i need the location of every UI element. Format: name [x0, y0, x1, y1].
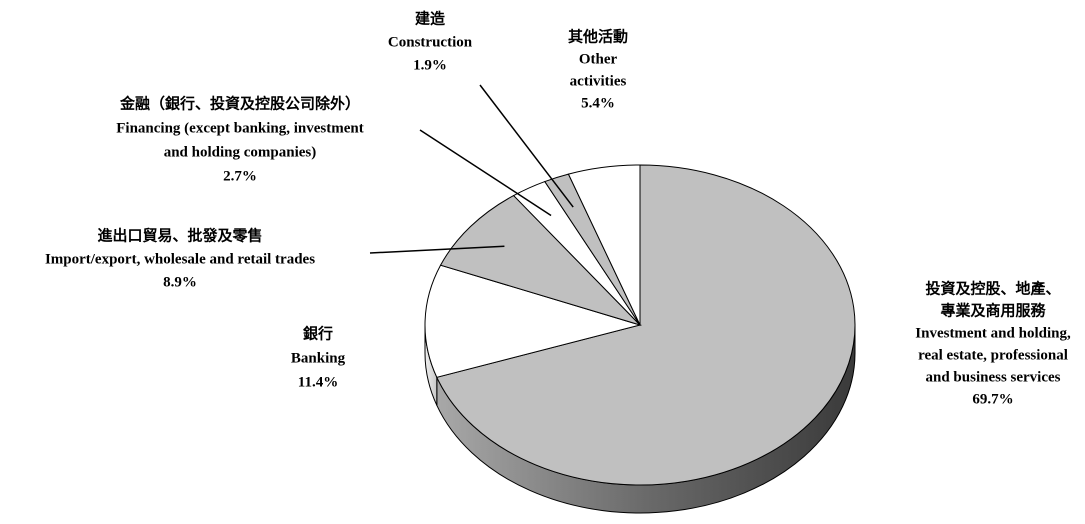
value-label: 5.4%	[581, 95, 615, 111]
value-label: 1.9%	[413, 57, 447, 73]
pie-slice	[439, 194, 642, 327]
slice-label-zh: 專業及商用服務	[940, 301, 1046, 319]
slice-label-zh: 金融（銀行、投資及控股公司除外）	[119, 94, 360, 112]
leader-line	[419, 129, 552, 217]
slice-label-en: Financing (except banking, investment	[116, 120, 364, 136]
leader-line	[369, 245, 505, 254]
slice-label-en: Construction	[388, 34, 473, 50]
slice-label-zh: 建造	[415, 9, 445, 27]
slice-label-en: activities	[570, 73, 627, 89]
slice-label-en: Investment and holding,	[915, 325, 1071, 341]
value-label: 69.7%	[972, 391, 1013, 407]
slice-label-zh: 投資及控股、地產、	[925, 279, 1060, 297]
value-label: 8.9%	[163, 274, 197, 290]
value-label: 11.4%	[298, 374, 338, 390]
slice-label-en: Import/export, wholesale and retail trad…	[45, 251, 315, 267]
slice-label-zh: 其他活動	[568, 27, 628, 45]
pie-slice	[436, 164, 856, 486]
slice-label-en: and holding companies)	[164, 144, 317, 160]
value-label: 2.7%	[223, 168, 257, 184]
pie-slice	[424, 264, 642, 378]
slice-label-en: Banking	[291, 350, 346, 366]
pie-slice	[567, 164, 641, 326]
slice-label-en: Other	[579, 51, 618, 67]
slice-label-zh: 銀行	[303, 324, 333, 342]
leader-line	[479, 84, 574, 208]
slice-label-en: real estate, professional	[918, 347, 1068, 363]
slice-label-zh: 進出口貿易、批發及零售	[97, 226, 262, 244]
slice-label-en: and business services	[925, 369, 1060, 385]
